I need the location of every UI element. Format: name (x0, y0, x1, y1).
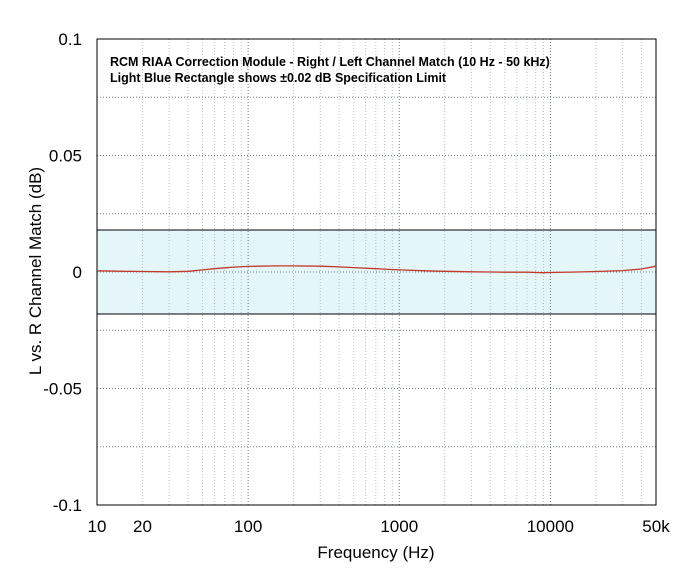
y-tick-label: 0.05 (49, 147, 82, 166)
x-tick-label: 50k (642, 517, 670, 536)
x-tick-label: 1000 (380, 517, 418, 536)
plot-frame (96, 38, 657, 506)
y-tick-label: 0 (73, 263, 82, 282)
x-tick-label: 100 (234, 517, 262, 536)
series-line (96, 265, 657, 274)
y-tick-label: -0.1 (53, 496, 82, 515)
series-layer (96, 265, 657, 274)
x-tick-label: 20 (133, 517, 152, 536)
chart-subtitle: Light Blue Rectangle shows ±0.02 dB Spec… (110, 71, 447, 85)
chart-title: RCM RIAA Correction Module - Right / Lef… (110, 55, 550, 69)
x-tick-labels: 10 20 100 1000 10000 50k (88, 517, 671, 536)
y-axis-label: L vs. R Channel Match (dB) (26, 167, 45, 375)
x-tick-label: 10000 (527, 517, 574, 536)
x-axis-label: Frequency (Hz) (317, 543, 434, 562)
grid (97, 39, 656, 505)
y-tick-label: -0.05 (43, 380, 82, 399)
x-tick-label: 10 (88, 517, 107, 536)
y-tick-labels: 0.1 0.05 0 -0.05 -0.1 (43, 30, 82, 515)
y-tick-label: 0.1 (58, 30, 82, 49)
